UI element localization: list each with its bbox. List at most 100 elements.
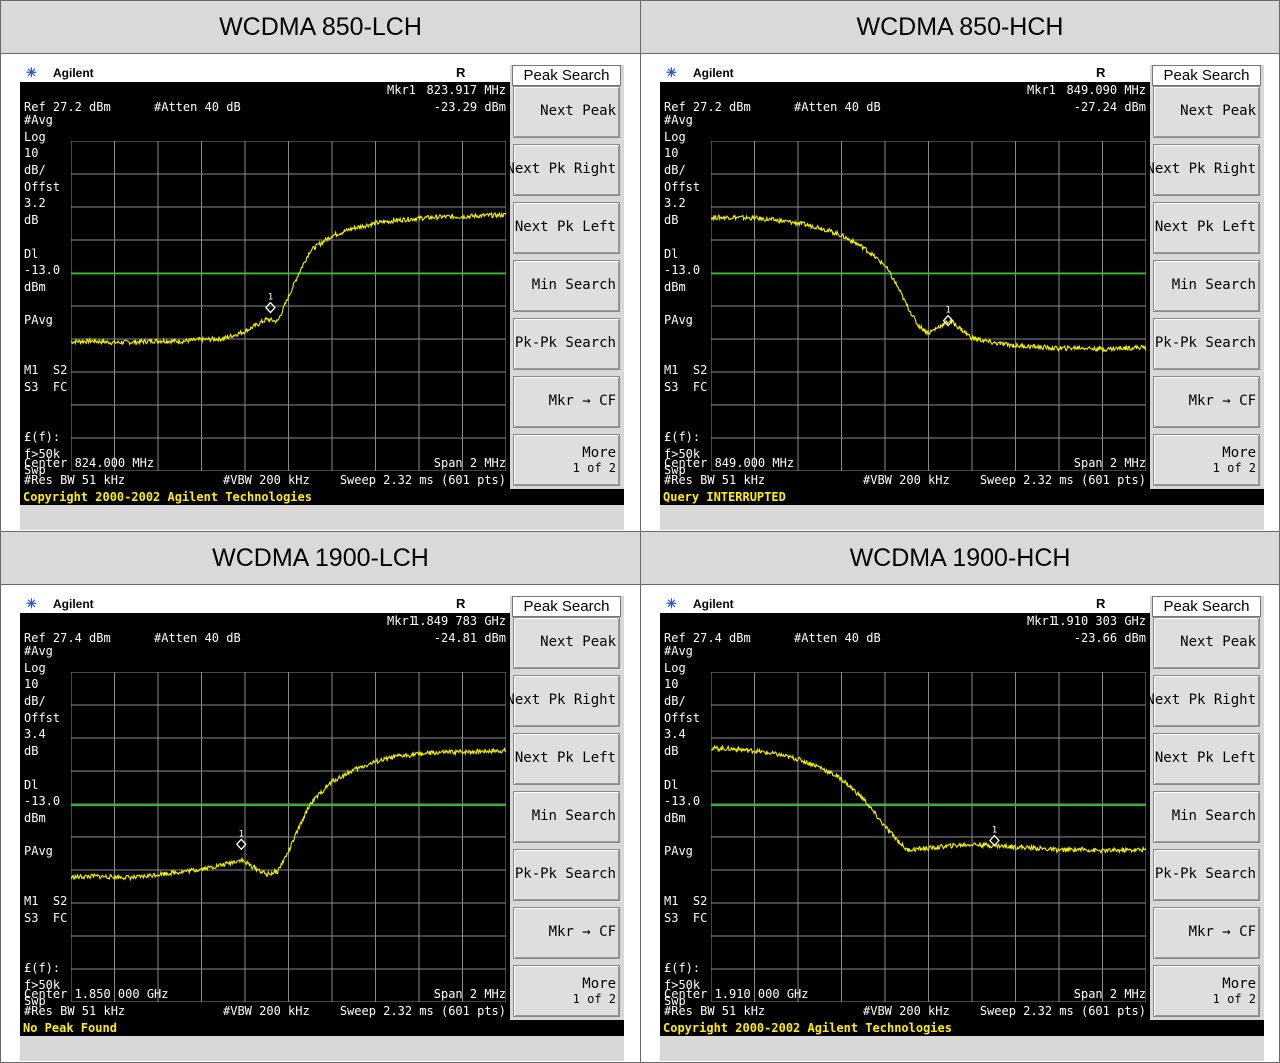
video-bandwidth: #VBW 200 kHz (223, 1004, 310, 1018)
softkey-min-search[interactable]: Min Search (513, 791, 620, 843)
softkey-next-peak[interactable]: Next Peak (1153, 617, 1260, 669)
softkey-min-search[interactable]: Min Search (1153, 260, 1260, 312)
marker-number-label: 1 (268, 293, 273, 303)
left-annotation-line (24, 929, 67, 946)
marker-amplitude: -23.66 dBm (1073, 631, 1146, 645)
softkey-next-peak[interactable]: Next Peak (1153, 86, 1260, 138)
softkey-label: More (582, 976, 616, 992)
marker-amplitude: -24.81 dBm (433, 631, 506, 645)
center-frequency: Center 849.000 MHz (664, 456, 795, 470)
softkey-pk-pk-search[interactable]: Pk-Pk Search (1153, 318, 1260, 370)
softkey-next-pk-right[interactable]: Next Pk Right (506, 144, 620, 196)
softkey-label: More (582, 445, 616, 461)
softkey-label: Next Pk Left (514, 750, 616, 766)
left-annotation-line: dBm (24, 279, 46, 294)
softkey-mkr-to-cf[interactable]: Mkr → CF (1153, 376, 1260, 428)
reference-level: Ref 27.2 dBm (24, 100, 111, 114)
status-message-bar: Query INTERRUPTED (660, 489, 1264, 505)
left-annotation-line: dB (664, 744, 679, 759)
panel-wcdma-1900-lch: WCDMA 1900-LCH ✳ Agilent R T Mkr1 1.849 … (0, 531, 641, 1063)
left-annotation-line: M1 S2 (664, 894, 708, 909)
left-annotation-line (664, 231, 707, 248)
analyzer-display: Mkr1 823.917 MHz Ref 27.2 dBm #Atten 40 … (20, 82, 510, 489)
left-annotation-line: Swp (664, 463, 686, 478)
left-annotation-line: £(f): (24, 430, 61, 445)
analyzer-display: Mkr1 1.849 783 GHz Ref 27.4 dBm #Atten 4… (20, 613, 510, 1020)
softkey-pk-pk-search[interactable]: Pk-Pk Search (513, 318, 620, 370)
softkey-more[interactable]: More 1 of 2 (513, 965, 620, 1017)
softkey-label: Min Search (1171, 277, 1256, 293)
left-annotation-line: S3 FC (24, 911, 68, 925)
left-annotation-line: dBm (664, 810, 686, 825)
left-annotation-line: 3.2 (24, 196, 46, 211)
left-annotation-line: dB (24, 744, 39, 759)
left-annotation-line (664, 398, 707, 415)
left-annotation-line: Swp (664, 994, 686, 1009)
resolution-bandwidth: #Res BW 51 kHz (664, 473, 766, 487)
video-bandwidth: #VBW 200 kHz (863, 473, 950, 487)
left-annotation-line (24, 879, 67, 896)
softkey-min-search[interactable]: Min Search (513, 260, 620, 312)
softkey-label: Mkr → CF (548, 393, 616, 409)
video-bandwidth: #VBW 200 kHz (223, 473, 310, 487)
softkey-next-pk-left[interactable]: Next Pk Left (1153, 733, 1260, 785)
softkey-pk-pk-search[interactable]: Pk-Pk Search (1153, 849, 1260, 901)
softkey-more[interactable]: More 1 of 2 (513, 434, 620, 486)
panel-header: WCDMA 850-LCH (1, 1, 640, 54)
softkey-label: More (1222, 445, 1256, 461)
span: Span 2 MHz (1073, 987, 1146, 1001)
left-annotation-line (664, 414, 707, 431)
attenuation: #Atten 40 dB (154, 100, 241, 114)
softkey-more[interactable]: More 1 of 2 (1153, 434, 1260, 486)
softkey-mkr-to-cf[interactable]: Mkr → CF (1153, 907, 1260, 959)
left-annotation-line (24, 414, 67, 431)
panel-wcdma-850-hch: WCDMA 850-HCH ✳ Agilent R T Mkr1 849.090… (640, 0, 1280, 532)
softkey-next-peak[interactable]: Next Peak (513, 86, 620, 138)
marker-label: Mkr1 (1027, 83, 1056, 97)
left-annotation-line: 10 (664, 677, 679, 692)
spectrum-analyzer-screenshot: ✳ Agilent R T Mkr1 823.917 MHz Ref 27.2 … (20, 65, 624, 530)
softkey-pk-pk-search[interactable]: Pk-Pk Search (513, 849, 620, 901)
softkey-more[interactable]: More 1 of 2 (1153, 965, 1260, 1017)
softkey-menu: Peak Search Next Peak Next Pk Right Next… (506, 65, 624, 489)
softkey-label: Next Pk Right (1146, 161, 1256, 177)
marker-frequency: 849.090 MHz (1066, 83, 1146, 97)
left-annotation-line (24, 298, 67, 315)
softkey-label: Pk-Pk Search (1154, 866, 1256, 882)
softkey-label: Pk-Pk Search (1154, 335, 1256, 351)
softkey-label: Next Peak (540, 634, 616, 650)
marker-diamond (989, 834, 1000, 847)
resolution-bandwidth: #Res BW 51 kHz (664, 1004, 766, 1018)
spectrum-analyzer-screenshot: ✳ Agilent R T Mkr1 1.910 303 GHz Ref 27.… (660, 596, 1264, 1061)
analyzer-display: Mkr1 849.090 MHz Ref 27.2 dBm #Atten 40 … (660, 82, 1150, 489)
softkey-next-peak[interactable]: Next Peak (513, 617, 620, 669)
softkey-label: Next Pk Right (506, 161, 616, 177)
left-annotation-line: 3.2 (664, 196, 686, 211)
softkey-next-pk-right[interactable]: Next Pk Right (506, 675, 620, 727)
softkey-next-pk-left[interactable]: Next Pk Left (513, 733, 620, 785)
softkey-min-search[interactable]: Min Search (1153, 791, 1260, 843)
softkey-label: Next Pk Left (1154, 750, 1256, 766)
left-annotation-line: Offst (24, 179, 61, 194)
softkey-page-indicator: 1 of 2 (572, 992, 616, 1006)
left-annotation-line: PAvg (24, 844, 53, 859)
left-annotation-line: dB/ (24, 163, 46, 178)
analyzer-display: Mkr1 1.910 303 GHz Ref 27.4 dBm #Atten 4… (660, 613, 1150, 1020)
panel-header: WCDMA 1900-HCH (641, 532, 1279, 585)
reference-level: Ref 27.4 dBm (24, 631, 111, 645)
softkey-page-indicator: 1 of 2 (572, 461, 616, 475)
left-annotation-line: f>50k (664, 977, 701, 992)
softkey-next-pk-right[interactable]: Next Pk Right (1146, 144, 1260, 196)
span: Span 2 MHz (433, 456, 506, 470)
softkey-mkr-to-cf[interactable]: Mkr → CF (513, 376, 620, 428)
brand-label: Agilent (53, 597, 94, 611)
left-annotation-line: #Avg (24, 113, 53, 127)
softkey-next-pk-right[interactable]: Next Pk Right (1146, 675, 1260, 727)
softkey-next-pk-left[interactable]: Next Pk Left (513, 202, 620, 254)
softkey-label: Next Pk Left (514, 219, 616, 235)
softkey-mkr-to-cf[interactable]: Mkr → CF (513, 907, 620, 959)
softkey-next-pk-left[interactable]: Next Pk Left (1153, 202, 1260, 254)
video-bandwidth: #VBW 200 kHz (863, 1004, 950, 1018)
marker-label: Mkr1 (387, 614, 416, 628)
spectrum-plot: 1 (71, 672, 506, 1002)
